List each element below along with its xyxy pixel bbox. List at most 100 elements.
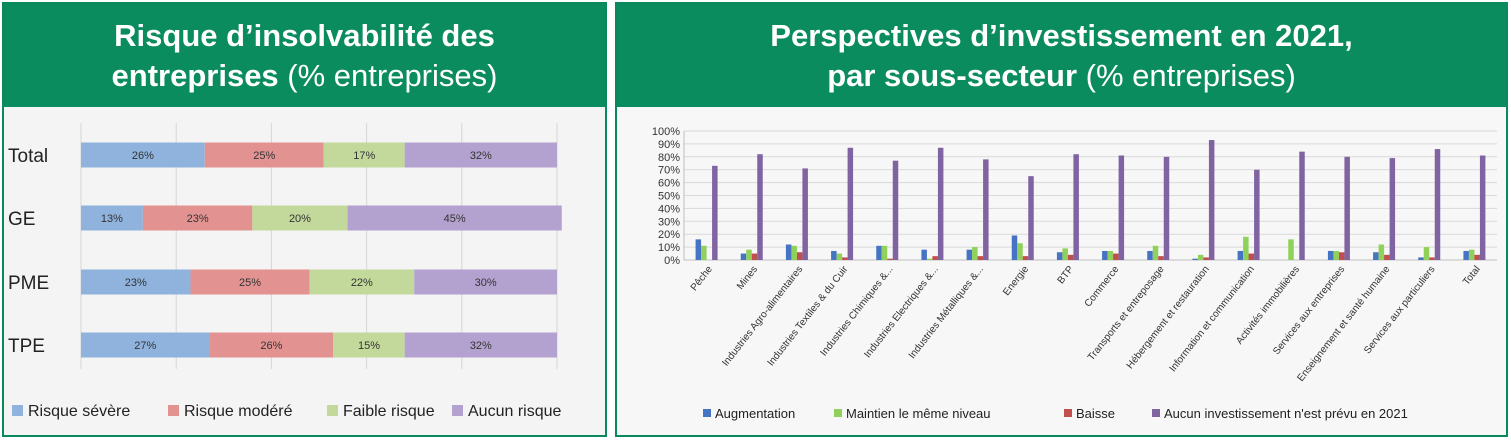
legend-label-aucun-risque: Aucun risque — [468, 403, 561, 420]
bar-aucun-investissement-n-est-prevu-en-2021-hebergement-et-restauration — [1208, 140, 1215, 260]
insolvency-title-line2: entreprises (% entreprises) — [112, 56, 498, 96]
bar-aucun-investissement-n-est-prevu-en-2021-peche — [712, 165, 718, 260]
y-tick-label-4: 40% — [658, 203, 680, 215]
bar-aucun-investissement-n-est-prevu-en-2021-enseignement-et-sante-humaine — [1389, 158, 1396, 260]
bar-maintien-le-meme-niveau-energie — [1017, 243, 1023, 260]
bar-risque-modere-ge — [142, 205, 253, 231]
insolvency-stacked-bar-chart: Total 26% 25% 17% 32% GE 13% 23% 20% 45% PME 23% 25%… — [8, 123, 562, 420]
bar-augmentation-btp — [1056, 252, 1063, 260]
bar-risque-severe-pme — [81, 269, 191, 295]
legend-swatch-aucun-risque — [452, 405, 463, 416]
x-tick-label-energie: Energie — [1001, 264, 1031, 298]
bar-aucun-investissement-n-est-prevu-en-2021-industries-agro-alimentaires — [802, 168, 808, 260]
legend-swatch-baisse — [1064, 409, 1072, 417]
investment-title-bold-2: par sous-secteur — [827, 57, 1078, 93]
bar-aucun-investissement-n-est-prevu-en-2021-btp — [1073, 154, 1079, 260]
investment-chart-area: 0% 10% 20% 30% 40% 50% 60% 70% 80% 90% 100% Pêche Mi… — [617, 107, 1506, 435]
bar-aucun-investissement-n-est-prevu-en-2021-industries-textiles-du-cuir — [847, 147, 854, 260]
data-label-risque-severe-total: 26% — [132, 150, 154, 162]
bar-augmentation-mines — [740, 253, 747, 260]
bar-risque-modere-tpe — [209, 332, 334, 358]
x-tick-label-industries-metalliques: Industries Métalliques &... — [907, 264, 986, 361]
legend-swatch-maintien-le-meme-niveau — [834, 409, 842, 417]
insolvency-title-line1: Risque d’insolvabilité des — [114, 16, 495, 56]
insolvency-title-bold-2: entreprises — [111, 57, 279, 93]
bar-aucun-investissement-n-est-prevu-en-2021-commerce — [1118, 155, 1125, 260]
bar-risque-modere-total — [204, 142, 324, 168]
bar-maintien-le-meme-niveau-activites-immobilieres — [1288, 239, 1294, 260]
bar-aucun-investissement-n-est-prevu-en-2021-information-et-communication — [1254, 169, 1260, 260]
bar-baisse-industries-metalliques — [977, 256, 984, 260]
data-label-faible-risque-total: 17% — [353, 150, 375, 162]
bar-aucun-investissement-n-est-prevu-en-2021-services-aux-particuliers — [1434, 149, 1441, 260]
insolvency-title-unit: (% entreprises) — [278, 57, 498, 93]
investment-title-bold-1: Perspectives d’investissement en 2021, — [770, 17, 1353, 53]
bar-aucun-investissement-n-est-prevu-en-2021-total — [1479, 155, 1486, 260]
bar-baisse-industries-agro-alimentaires — [796, 252, 803, 260]
legend-label-aucun-investissement-n-est-prevu-en-2021: Aucun investissement n'est prévu en 2021 — [1164, 406, 1408, 421]
bar-maintien-le-meme-niveau-peche — [701, 245, 707, 260]
bar-baisse-information-et-communication — [1248, 253, 1255, 260]
bar-maintien-le-meme-niveau-btp — [1062, 248, 1068, 260]
bar-faible-risque-ge — [252, 205, 348, 231]
bar-maintien-le-meme-niveau-industries-textiles-du-cuir — [836, 253, 843, 260]
legend-label-augmentation: Augmentation — [715, 406, 795, 421]
y-tick-label-10: 100% — [652, 126, 680, 138]
bar-aucun-investissement-n-est-prevu-en-2021-industries-chimiques — [892, 160, 899, 260]
bar-augmentation-industries-agro-alimentaires — [785, 244, 792, 260]
bar-baisse-industries-electriques — [932, 256, 938, 260]
x-tick-label-btp: BTP — [1056, 264, 1077, 286]
bar-aucun-risque-total — [404, 142, 557, 168]
bar-baisse-btp — [1067, 254, 1074, 260]
investment-outlook-panel: Perspectives d’investissement en 2021, p… — [615, 2, 1508, 437]
data-label-faible-risque-ge: 20% — [289, 213, 311, 225]
bar-risque-severe-total — [81, 142, 205, 168]
x-tick-label-industries-electriques: Industries Electriques &... — [862, 264, 940, 360]
bar-augmentation-transports-et-entreposage — [1147, 250, 1153, 260]
x-tick-label-industries-textiles-du-cuir: Industries Textiles & du Cuir — [766, 264, 851, 369]
category-label-tpe: TPE — [8, 336, 45, 357]
bar-augmentation-energie — [1011, 235, 1018, 260]
y-tick-label-7: 70% — [658, 165, 680, 177]
data-label-aucun-risque-tpe: 32% — [470, 340, 492, 352]
bar-maintien-le-meme-niveau-industries-metalliques — [972, 247, 978, 260]
y-tick-label-0: 0% — [664, 255, 680, 267]
data-label-faible-risque-pme: 22% — [351, 277, 373, 289]
bar-augmentation-industries-textiles-du-cuir — [831, 250, 837, 260]
data-label-risque-severe-tpe: 27% — [134, 340, 156, 352]
bar-maintien-le-meme-niveau-industries-electriques — [926, 258, 933, 260]
bar-augmentation-enseignement-et-sante-humaine — [1373, 252, 1379, 260]
legend-label-baisse: Baisse — [1076, 406, 1115, 421]
y-tick-label-8: 80% — [658, 152, 680, 164]
legend-swatch-risque-severe — [12, 405, 23, 416]
data-label-risque-modere-total: 25% — [253, 150, 275, 162]
bar-baisse-mines — [751, 253, 758, 260]
bar-augmentation-peche — [695, 239, 702, 260]
bar-baisse-total — [1474, 254, 1480, 260]
x-tick-label-enseignement-et-sante-humaine: Enseignement et santé humaine — [1295, 264, 1392, 384]
data-label-aucun-risque-pme: 30% — [475, 277, 497, 289]
bar-maintien-le-meme-niveau-commerce — [1107, 250, 1114, 260]
data-label-risque-severe-pme: 23% — [125, 277, 147, 289]
bar-aucun-investissement-n-est-prevu-en-2021-activites-immobilieres — [1299, 151, 1305, 260]
bar-aucun-investissement-n-est-prevu-en-2021-services-aux-entreprises — [1344, 156, 1350, 260]
category-label-pme: PME — [8, 273, 49, 294]
bar-augmentation-industries-chimiques — [876, 245, 882, 260]
insolvency-risk-panel: Risque d’insolvabilité des entreprises (… — [2, 2, 607, 437]
bar-augmentation-services-aux-entreprises — [1327, 250, 1334, 260]
y-tick-label-5: 50% — [658, 191, 680, 203]
data-label-risque-severe-ge: 13% — [101, 213, 123, 225]
investment-header: Perspectives d’investissement en 2021, p… — [617, 4, 1506, 107]
bar-baisse-enseignement-et-sante-humaine — [1384, 254, 1390, 260]
bar-risque-severe-ge — [81, 205, 143, 231]
bar-faible-risque-tpe — [333, 332, 405, 358]
data-label-aucun-risque-ge: 45% — [444, 213, 466, 225]
bar-baisse-transports-et-entreposage — [1158, 256, 1164, 260]
bar-baisse-industries-chimiques — [887, 258, 893, 260]
data-label-aucun-risque-total: 32% — [470, 150, 492, 162]
insolvency-title-bold-1: Risque d’insolvabilité des — [114, 17, 495, 53]
x-tick-label-hebergement-et-restauration: Hébergement et restauration — [1125, 264, 1212, 371]
bar-maintien-le-meme-niveau-mines — [746, 249, 752, 260]
investment-grouped-bar-chart: 0%10%20%30%40%50%60%70%80%90%100% Pêche Mi… — [652, 126, 1497, 421]
bar-faible-risque-pme — [309, 269, 415, 295]
